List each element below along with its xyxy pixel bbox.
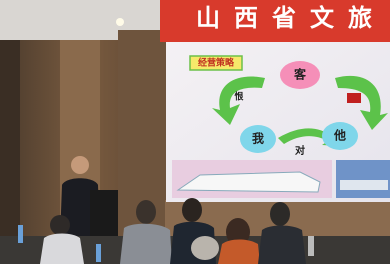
water-bottle (96, 244, 101, 262)
train (178, 172, 320, 192)
audience-head (182, 198, 202, 222)
label: 他 (333, 128, 346, 143)
water-bottle (18, 225, 23, 243)
slide-title: 经营策略 (198, 57, 235, 69)
train-image (336, 160, 390, 198)
water-bottle (308, 236, 314, 256)
audience-body (218, 240, 260, 264)
label: 客 (293, 67, 307, 82)
podium (90, 190, 118, 240)
audience-body (120, 224, 172, 264)
speaker-head (71, 156, 89, 174)
label: 恨 (234, 91, 243, 103)
photo: 山西省文旅 经营策略 客 我 他 对 恨 (0, 0, 390, 264)
label: 我 (252, 131, 264, 146)
audience-head (270, 202, 290, 226)
label: 对 (295, 144, 305, 157)
audience-head (50, 215, 70, 235)
train (340, 180, 388, 190)
audience-head (191, 236, 219, 260)
wall-panel (0, 40, 20, 264)
audience-body (40, 234, 84, 264)
page: 山西省文旅 经营策略 客 我 他 对 恨 (() => { const data… (0, 0, 390, 264)
icon (347, 93, 361, 103)
banner-text: 山西省文旅 (196, 4, 386, 32)
ceiling-light (116, 18, 124, 26)
audience-body (258, 226, 306, 264)
audience-head (136, 200, 156, 224)
